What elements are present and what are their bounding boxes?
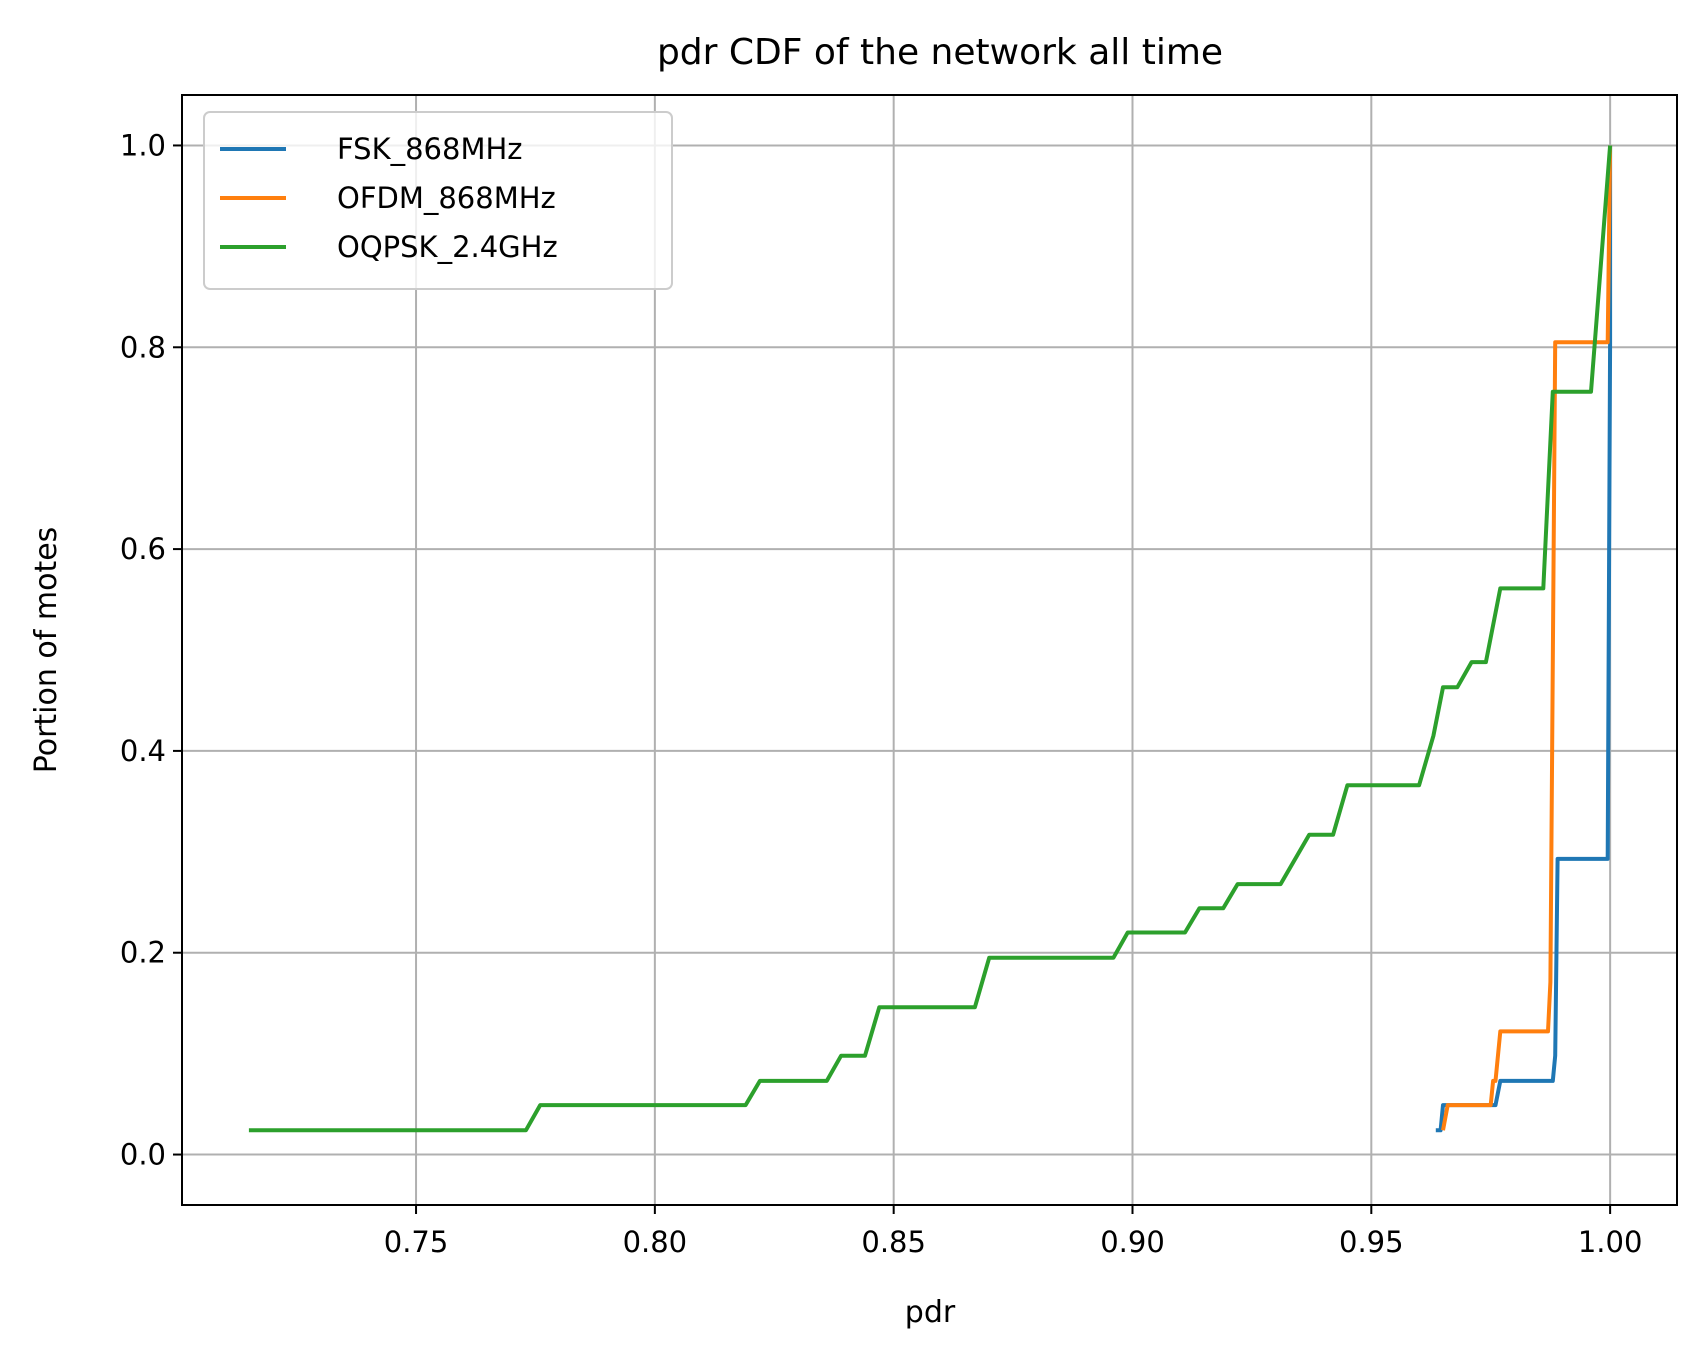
y-axis-label: Portion of motes [29, 527, 64, 774]
x-tick-label: 0.80 [623, 1225, 688, 1259]
y-tick-label: 1.0 [120, 128, 166, 162]
series-line [1435, 145, 1613, 1133]
y-tick-label: 0.8 [120, 330, 166, 364]
legend-box [203, 111, 673, 290]
x-tick-label: 1.00 [1578, 1225, 1643, 1259]
legend-label: OQPSK_2.4GHz [337, 230, 558, 264]
x-tick-label: 0.85 [861, 1225, 926, 1259]
chart-title: pdr CDF of the network all time [657, 32, 1223, 73]
legend: FSK_868MHz OFDM_868MHz OQPSK_2.4GHz [203, 111, 673, 290]
series-line [1441, 145, 1613, 1131]
legend-label: FSK_868MHz [337, 132, 523, 166]
series-line [248, 145, 1613, 1133]
x-tick-label: 0.95 [1339, 1225, 1404, 1259]
plot-frame [181, 94, 1678, 1206]
axis-ticks: 0.75 0.80 0.85 0.90 0.95 1.00 0.0 0.2 0.4 0.6 0.8 1… [120, 128, 1643, 1259]
legend-label: OFDM_868MHz [337, 181, 556, 215]
x-tick-label: 0.75 [384, 1225, 449, 1259]
y-tick-label: 0.0 [120, 1138, 166, 1172]
x-axis-label: pdr [905, 1295, 956, 1330]
y-tick-label: 0.2 [120, 936, 166, 970]
series-lines [248, 145, 1613, 1133]
x-tick-label: 0.90 [1100, 1225, 1165, 1259]
y-tick-label: 0.4 [120, 734, 166, 768]
y-tick-label: 0.6 [120, 532, 166, 566]
grid-lines [182, 95, 1677, 1205]
